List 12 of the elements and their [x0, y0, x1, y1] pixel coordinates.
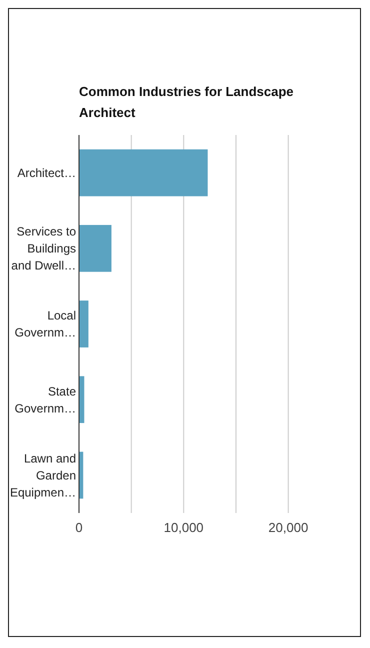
y-tick-label: Lawn and Garden Equipmen…: [10, 451, 76, 500]
bar: [79, 300, 88, 348]
bar: [79, 224, 112, 272]
x-tick-label: 20,000: [268, 520, 308, 535]
y-tick-label: Architect…: [17, 166, 76, 180]
chart-title: Common Industries for Landscape Architect: [79, 84, 294, 120]
bar: [79, 149, 208, 196]
y-tick-label: State Governm…: [14, 384, 76, 416]
x-tick-label: 10,000: [164, 520, 204, 535]
y-tick-label: Services to Buildings and Dwell…: [11, 224, 76, 273]
x-tick-label: 0: [75, 520, 83, 535]
y-tick-label: Local Governm…: [14, 308, 76, 340]
